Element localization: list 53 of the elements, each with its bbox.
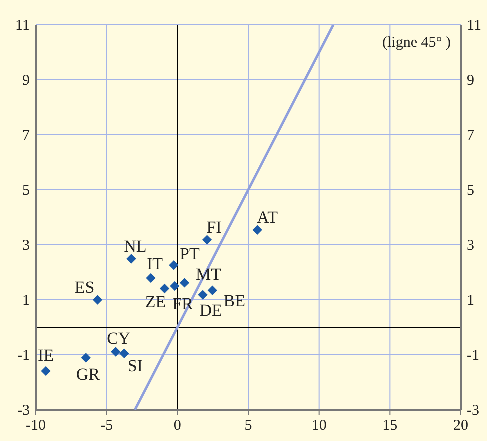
point (111, 347, 121, 357)
y-tick-label: 11 (16, 18, 30, 34)
y2-tick-label: -1 (467, 348, 480, 364)
annotation: BE (224, 292, 246, 311)
x-tick-label: -10 (26, 418, 46, 434)
point (146, 273, 156, 284)
annotation: IT (147, 254, 164, 274)
y2-tick-label: 7 (467, 128, 475, 144)
x-tick-label: 20 (454, 418, 468, 434)
point (81, 353, 91, 363)
point (180, 278, 190, 288)
point (126, 254, 136, 264)
x-tick-label: 0 (174, 418, 182, 434)
annotation: DE (200, 301, 222, 320)
point (41, 366, 51, 376)
annotation: SI (128, 356, 144, 376)
y-tick-label: 9 (22, 73, 30, 89)
y2-tick-label: 11 (467, 18, 482, 34)
y2-tick-label: -3 (467, 403, 480, 419)
y-tick-label: -3 (18, 403, 30, 419)
point (160, 284, 170, 294)
point (202, 235, 212, 245)
annotation: FI (206, 218, 222, 238)
y-tick-label: 5 (22, 183, 30, 199)
point (92, 295, 103, 305)
x-tick-label: 10 (312, 418, 327, 434)
x-tick-label: 15 (382, 418, 398, 434)
x-tick-label: -5 (100, 418, 114, 434)
annotation: CY (107, 328, 131, 348)
y-tick-label: 7 (22, 128, 30, 144)
y-tick-label: 3 (22, 238, 30, 254)
annotation: ES (74, 278, 95, 297)
x-tick-label: 5 (244, 418, 252, 434)
y2-tick-label: 9 (467, 73, 474, 89)
annotation: NL (124, 237, 147, 256)
y2-tick-label: 1 (467, 293, 474, 309)
annotation: IE (38, 346, 54, 366)
y2-tick-label: 5 (467, 183, 474, 199)
y-tick-label: -1 (18, 348, 30, 364)
annotation: PT (180, 244, 201, 264)
y2-tick-label: 3 (467, 238, 474, 254)
annotation: MT (196, 264, 222, 284)
annotation: AT (257, 208, 279, 228)
point (169, 260, 179, 270)
point (252, 225, 262, 235)
point (120, 348, 130, 358)
y-tick-label: 1 (22, 293, 30, 309)
annotation: GR (76, 365, 101, 384)
point (198, 290, 208, 300)
annotation: (ligne 45° ) (382, 35, 451, 51)
point (208, 286, 218, 296)
point (170, 281, 180, 292)
annotation: ZE (145, 292, 166, 312)
